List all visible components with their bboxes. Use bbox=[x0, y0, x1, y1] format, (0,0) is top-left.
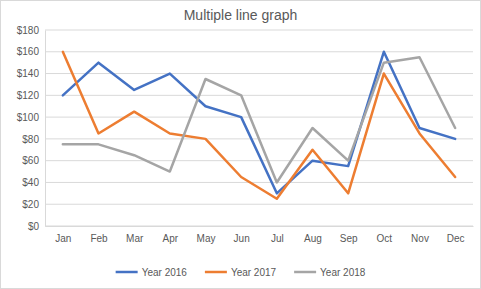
x-tick: Sep bbox=[340, 226, 358, 244]
x-tick-label: Mar bbox=[126, 233, 144, 244]
y-tick: $160 bbox=[17, 46, 45, 57]
y-tick-label: $140 bbox=[17, 68, 40, 79]
y-tick-label: $160 bbox=[17, 46, 40, 57]
series-line bbox=[63, 52, 455, 199]
x-tick-label: May bbox=[197, 233, 216, 244]
x-tick: Dec bbox=[447, 226, 465, 244]
y-tick: $140 bbox=[17, 68, 45, 79]
y-tick: $60 bbox=[22, 155, 45, 166]
y-tick-label: $180 bbox=[17, 25, 40, 36]
grid-line bbox=[45, 204, 473, 205]
grid-line bbox=[45, 160, 473, 161]
y-tick-label: $80 bbox=[22, 134, 39, 145]
y-tick: $40 bbox=[22, 177, 45, 188]
grid bbox=[45, 30, 473, 226]
x-tick: Jul bbox=[271, 226, 284, 244]
x-tick: Jan bbox=[55, 226, 71, 244]
x-tick-label: Oct bbox=[377, 233, 393, 244]
y-tick: $80 bbox=[22, 134, 45, 145]
x-tick: Aug bbox=[304, 226, 322, 244]
x-tick: Jun bbox=[234, 226, 250, 244]
x-tick: May bbox=[197, 226, 216, 244]
y-tick-label: $20 bbox=[22, 199, 39, 210]
x-tick: Apr bbox=[163, 226, 179, 244]
y-axis-line bbox=[45, 31, 46, 227]
x-tick-label: Jan bbox=[55, 233, 71, 244]
title: Multiple line graph bbox=[184, 7, 298, 23]
legend: Year 2016 Year 2017 Year 2018 bbox=[116, 267, 366, 278]
grid-line bbox=[45, 226, 473, 227]
grid-line bbox=[45, 73, 473, 74]
y-tick: $0 bbox=[28, 221, 45, 232]
grid-line bbox=[45, 30, 473, 31]
x-tick-label: Feb bbox=[90, 233, 108, 244]
y-tick-label: $40 bbox=[22, 177, 39, 188]
grid-line bbox=[45, 51, 473, 52]
x-tick: Oct bbox=[377, 226, 393, 244]
chart-background bbox=[1, 1, 481, 289]
x-tick-label: Aug bbox=[304, 233, 322, 244]
legend-label: Year 2016 bbox=[142, 267, 188, 278]
x-tick: Nov bbox=[411, 226, 429, 244]
x-tick: Feb bbox=[90, 226, 108, 244]
y-tick-label: $120 bbox=[17, 90, 40, 101]
x-axis: Jan Feb Mar Apr May Jun Jul Aug Sep Oct Nov Dec bbox=[46, 226, 474, 244]
series-line bbox=[63, 52, 455, 194]
legend-swatch bbox=[294, 271, 316, 274]
x-tick-label: Sep bbox=[340, 233, 358, 244]
legend-item: Year 2018 bbox=[294, 267, 366, 278]
plot: $0 $20 $40 $60 $80 $100 $120 $140 $160 $180 Jan Feb… bbox=[17, 25, 474, 244]
legend-item: Year 2017 bbox=[205, 267, 277, 278]
legend-item: Year 2016 bbox=[116, 267, 188, 278]
x-tick-label: Jul bbox=[271, 233, 284, 244]
legend-label: Year 2018 bbox=[320, 267, 366, 278]
y-tick-label: $100 bbox=[17, 112, 40, 123]
x-tick-label: Jun bbox=[234, 233, 250, 244]
x-tick-label: Dec bbox=[447, 233, 465, 244]
grid-line bbox=[45, 95, 473, 96]
y-tick: $20 bbox=[22, 199, 45, 210]
legend-swatch bbox=[116, 271, 138, 274]
series-line bbox=[63, 57, 455, 182]
lines bbox=[63, 52, 455, 199]
y-tick: $100 bbox=[17, 112, 45, 123]
y-tick-label: $60 bbox=[22, 155, 39, 166]
chart: Multiple line graph $0 $20 $40 $60 $80 $100 $12… bbox=[0, 0, 481, 289]
y-tick-label: $0 bbox=[28, 221, 40, 232]
x-tick-label: Nov bbox=[411, 233, 429, 244]
legend-label: Year 2017 bbox=[231, 267, 277, 278]
grid-line bbox=[45, 182, 473, 183]
legend-swatch bbox=[205, 271, 227, 274]
y-axis: $0 $20 $40 $60 $80 $100 $120 $140 $160 $180 bbox=[17, 25, 46, 232]
y-tick: $180 bbox=[17, 25, 45, 36]
x-tick-label: Apr bbox=[163, 233, 179, 244]
x-tick: Mar bbox=[126, 226, 144, 244]
y-tick: $120 bbox=[17, 90, 45, 101]
x-axis-line bbox=[46, 226, 474, 227]
